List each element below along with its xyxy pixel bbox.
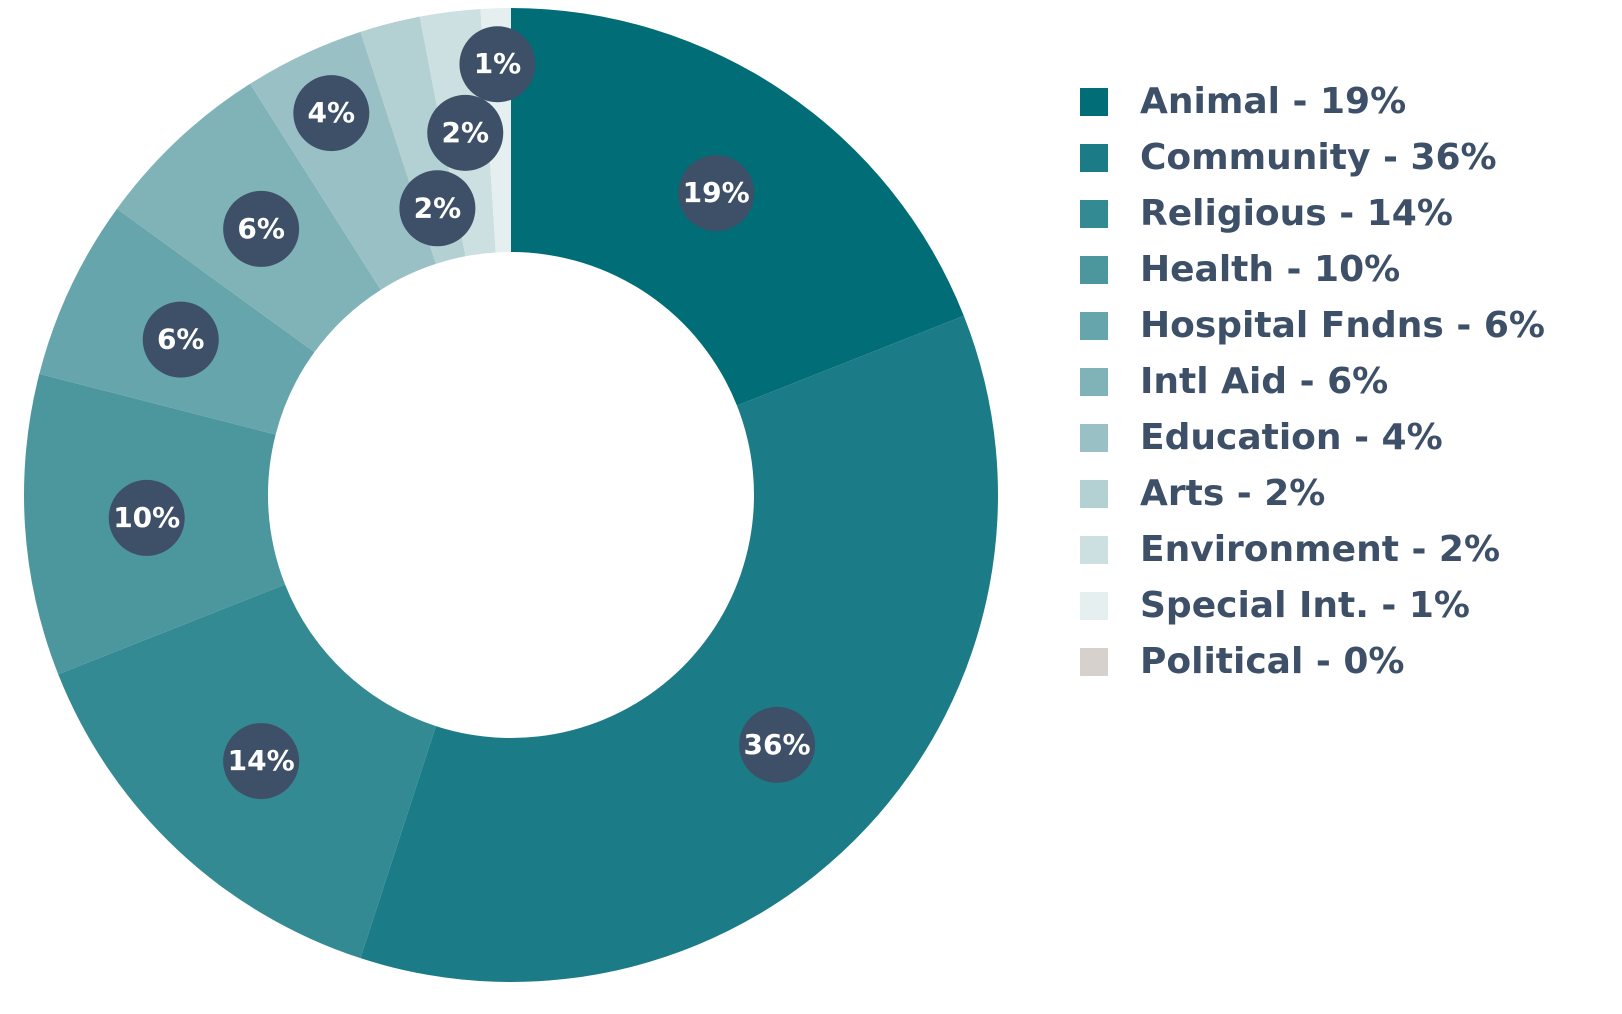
data-label: 14% bbox=[228, 744, 295, 777]
legend-label: Education - 4% bbox=[1140, 417, 1443, 458]
legend-swatch bbox=[1080, 424, 1108, 452]
data-label: 6% bbox=[237, 212, 285, 245]
legend-swatch bbox=[1080, 200, 1108, 228]
legend-label: Animal - 19% bbox=[1140, 81, 1406, 122]
legend-swatch bbox=[1080, 536, 1108, 564]
legend-label: Community - 36% bbox=[1140, 137, 1497, 178]
legend-swatch bbox=[1080, 144, 1108, 172]
label-badge bbox=[678, 155, 755, 232]
slice bbox=[250, 31, 436, 290]
legend-label: Religious - 14% bbox=[1140, 193, 1453, 234]
label-badge bbox=[459, 26, 536, 103]
label-badge bbox=[223, 723, 300, 800]
legend-label: Hospital Fndns - 6% bbox=[1140, 305, 1545, 346]
data-label: 1% bbox=[474, 47, 522, 80]
legend-swatch bbox=[1080, 368, 1108, 396]
legend-swatch bbox=[1080, 480, 1108, 508]
legend-swatch bbox=[1080, 648, 1108, 676]
data-label: 10% bbox=[113, 501, 180, 534]
label-badge bbox=[108, 479, 185, 556]
legend-label: Arts - 2% bbox=[1140, 473, 1325, 514]
legend-label: Intl Aid - 6% bbox=[1140, 361, 1388, 402]
data-label: 36% bbox=[744, 728, 811, 761]
legend-swatch bbox=[1080, 88, 1108, 116]
legend-label: Environment - 2% bbox=[1140, 529, 1500, 570]
label-badge bbox=[399, 170, 476, 247]
label-badge bbox=[142, 301, 219, 378]
legend-swatch bbox=[1080, 312, 1108, 340]
label-badge bbox=[293, 75, 370, 152]
data-label: 2% bbox=[441, 116, 489, 149]
label-badge bbox=[427, 94, 504, 171]
legend-label: Health - 10% bbox=[1140, 249, 1400, 290]
data-label: 6% bbox=[157, 323, 205, 356]
label-badge bbox=[739, 706, 816, 783]
legend-label: Special Int. - 1% bbox=[1140, 585, 1470, 626]
data-label: 4% bbox=[308, 96, 356, 129]
label-badge bbox=[223, 190, 300, 267]
legend-swatch bbox=[1080, 256, 1108, 284]
legend-label: Political - 0% bbox=[1140, 641, 1404, 682]
slice bbox=[360, 315, 999, 982]
legend-swatch bbox=[1080, 592, 1108, 620]
data-label: 19% bbox=[683, 176, 750, 209]
data-label: 2% bbox=[414, 191, 462, 224]
